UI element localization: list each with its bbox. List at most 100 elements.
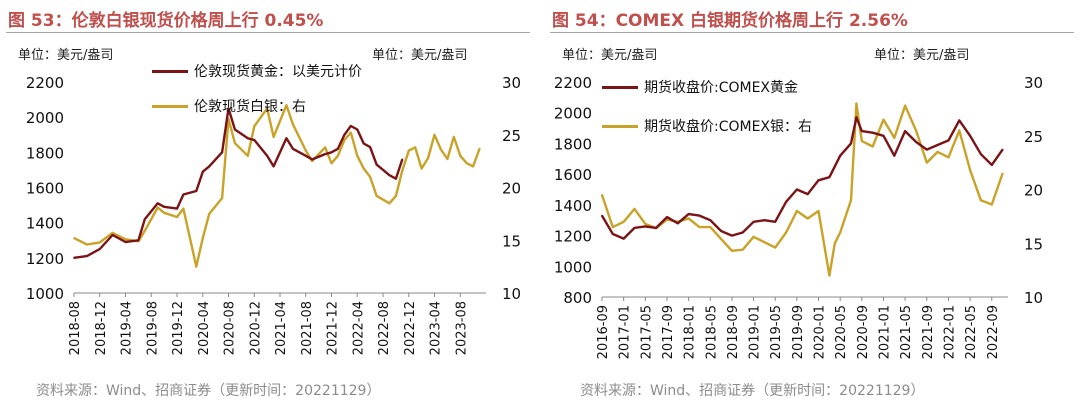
- x-tick-label: 2019-05: [769, 305, 784, 359]
- data-point-silver: [763, 241, 766, 244]
- data-point-gold: [676, 222, 679, 225]
- series-line-silver: [73, 103, 481, 268]
- data-point-silver: [785, 231, 787, 234]
- y-right-tick-label: 15: [1024, 235, 1043, 253]
- y-left-tick-label: 1000: [554, 258, 592, 276]
- data-point-gold: [687, 213, 690, 215]
- data-point-silver: [176, 216, 178, 218]
- x-tick-label: 2019-04: [120, 301, 135, 355]
- legend-swatch-silver: [152, 104, 188, 108]
- data-point-gold: [253, 139, 256, 141]
- data-point-gold: [785, 200, 787, 203]
- y-left-tick-label: 1600: [554, 166, 592, 184]
- data-point-silver: [478, 147, 481, 150]
- data-point-gold: [343, 133, 346, 136]
- data-point-silver: [817, 210, 820, 212]
- x-tick-label: 2021-01: [877, 305, 892, 359]
- y-right-tick-label: 10: [1024, 289, 1043, 307]
- data-point-silver: [936, 150, 939, 153]
- data-point-silver: [414, 146, 417, 149]
- legend-item-silver: 期货收盘价:COMEX银：右: [602, 116, 812, 136]
- data-point-silver: [828, 274, 831, 277]
- data-point-gold: [817, 179, 820, 182]
- legend-label-silver: 伦敦现货白银：右: [194, 99, 306, 115]
- data-point-silver: [407, 149, 410, 152]
- data-point-gold: [925, 148, 928, 151]
- x-tick-label: 2017-09: [661, 305, 676, 359]
- data-point-silver: [871, 145, 874, 148]
- data-point-gold: [156, 202, 159, 205]
- data-point-gold: [85, 255, 88, 257]
- data-point-silver: [369, 176, 372, 178]
- data-point-gold: [904, 130, 907, 133]
- data-point-gold: [893, 154, 896, 157]
- data-point-silver: [85, 243, 88, 246]
- data-point-silver: [893, 137, 896, 139]
- data-point-gold: [709, 219, 712, 222]
- data-point-gold: [137, 239, 140, 242]
- data-point-gold: [855, 116, 858, 119]
- data-point-silver: [925, 161, 928, 164]
- data-point-gold: [143, 218, 146, 221]
- data-point-gold: [666, 216, 668, 219]
- data-point-silver: [143, 229, 146, 232]
- x-tick-label: 2021-05: [899, 305, 914, 359]
- y-left-tick-label: 1600: [26, 180, 64, 198]
- x-tick-label: 2020-09: [856, 305, 871, 359]
- x-tick-label: 2022-04: [351, 301, 366, 355]
- data-point-silver: [601, 193, 603, 196]
- data-point-silver: [882, 118, 885, 121]
- data-point-gold: [850, 142, 852, 145]
- data-point-gold: [655, 226, 658, 229]
- legend-item-silver: 伦敦现货白银：右: [152, 96, 306, 116]
- data-point-gold: [990, 164, 993, 166]
- data-point-silver: [349, 131, 352, 134]
- x-tick-label: 2020-04: [197, 301, 212, 355]
- y-left-tick-label: 1800: [554, 135, 592, 153]
- legend-item-gold: 伦敦现货黄金：以美元计价: [152, 61, 362, 81]
- y-left-tick-label: 1400: [26, 215, 64, 233]
- x-tick-label: 2018-05: [704, 305, 719, 359]
- data-point-gold: [936, 144, 939, 146]
- data-point-silver: [343, 139, 346, 141]
- data-point-gold: [234, 128, 236, 131]
- data-point-gold: [401, 158, 404, 161]
- data-point-gold: [394, 177, 397, 180]
- data-point-gold: [330, 151, 333, 154]
- data-point-silver: [904, 104, 907, 107]
- data-point-silver: [687, 217, 690, 220]
- chart-title: 图 53：伦敦白银现货价格周上行 0.45%: [8, 11, 324, 31]
- x-tick-label: 2023-04: [429, 301, 444, 355]
- x-tick-label: 2018-09: [726, 305, 741, 359]
- x-tick-label: 2021-12: [326, 301, 341, 355]
- data-point-silver: [221, 197, 223, 199]
- data-point-silver: [806, 217, 809, 220]
- data-point-silver: [362, 167, 365, 170]
- legend-label-gold: 伦敦现货黄金：以美元计价: [194, 64, 362, 80]
- data-point-gold: [73, 256, 75, 259]
- x-tick-label: 2022-12: [403, 301, 418, 355]
- data-point-silver: [311, 160, 314, 163]
- left-axis-unit: 单位：美元/盎司: [18, 48, 114, 63]
- data-point-gold: [182, 193, 185, 196]
- x-tick-label: 2022-09: [986, 305, 1001, 359]
- data-point-silver: [860, 140, 863, 143]
- data-point-silver: [195, 265, 198, 268]
- data-point-silver: [465, 162, 468, 165]
- x-tick-label: 2020-01: [813, 305, 828, 359]
- data-point-silver: [291, 123, 294, 126]
- data-point-silver: [452, 135, 455, 138]
- data-point-silver: [124, 238, 127, 241]
- chart-canvas: 1000 1200 1400 1600 1800 2000 2200 10 15 20 25 30 20…: [26, 74, 521, 355]
- data-point-silver: [752, 235, 755, 238]
- data-point-gold: [741, 231, 744, 234]
- data-point-gold: [221, 151, 223, 154]
- x-tick-label: 2019-09: [791, 305, 806, 359]
- y-left-tick-label: 2200: [26, 74, 64, 92]
- data-point-silver: [394, 195, 397, 197]
- data-point-gold: [980, 153, 982, 156]
- left-axis-unit: 单位：美元/盎司: [562, 48, 658, 63]
- data-point-gold: [622, 237, 625, 240]
- data-point-silver: [633, 207, 636, 210]
- data-point-gold: [720, 230, 722, 232]
